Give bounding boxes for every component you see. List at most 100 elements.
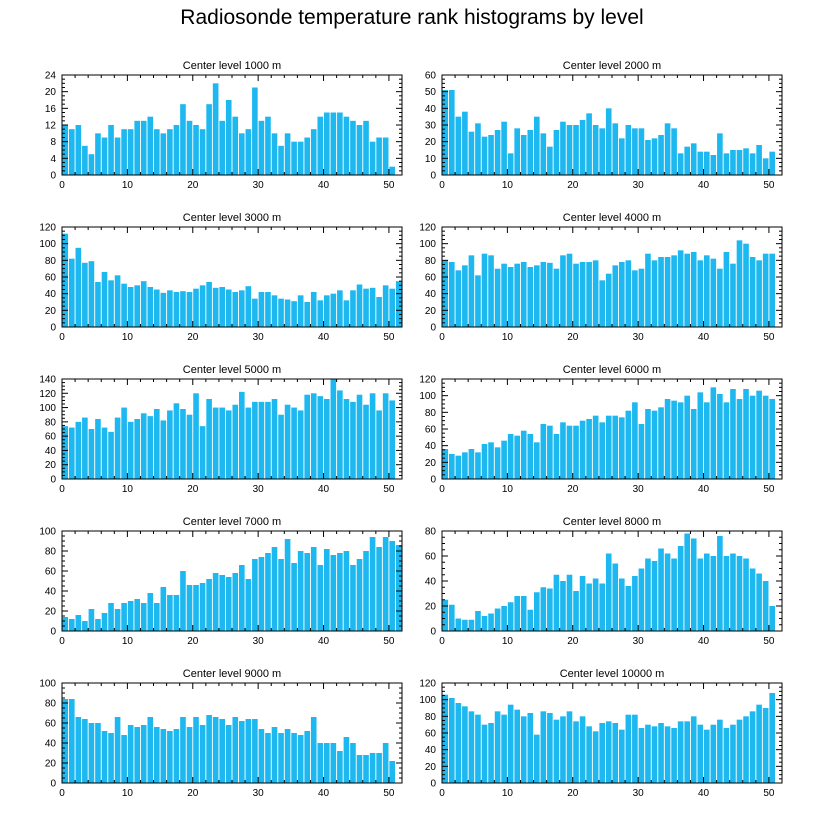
bar (488, 723, 494, 783)
bar (62, 699, 69, 783)
x-tick-label: 40 (318, 788, 330, 799)
bar (167, 595, 173, 631)
bar (252, 719, 258, 783)
bar (225, 725, 232, 783)
bar (212, 287, 219, 327)
bar (310, 129, 317, 175)
bar (651, 260, 658, 327)
y-tick-label: 40 (425, 745, 437, 756)
y-tick-label: 80 (45, 547, 57, 558)
bar (540, 133, 547, 175)
bar (376, 137, 382, 175)
y-tick-label: 60 (45, 432, 57, 443)
x-tick-label: 50 (383, 484, 395, 495)
x-tick-label: 50 (383, 332, 395, 343)
bar (193, 585, 199, 631)
bar (258, 120, 265, 175)
bar (232, 292, 239, 327)
bar (514, 128, 520, 175)
bar (579, 716, 586, 783)
bar (449, 604, 455, 631)
bar (645, 140, 651, 175)
bar (762, 158, 769, 175)
bar (369, 393, 376, 479)
bar (697, 260, 704, 327)
bar (108, 431, 114, 479)
bar (343, 737, 350, 783)
bar (180, 104, 186, 175)
bar (154, 727, 160, 783)
bar (356, 394, 363, 479)
bar (62, 617, 69, 631)
bar (310, 292, 317, 327)
bar (245, 129, 252, 175)
bar (271, 295, 278, 327)
bar (317, 116, 324, 175)
x-tick-label: 50 (763, 636, 775, 647)
x-tick-label: 30 (253, 788, 265, 799)
x-tick-label: 50 (383, 180, 395, 191)
y-tick-label: 20 (45, 87, 57, 98)
bar (206, 104, 212, 175)
bar (605, 273, 612, 327)
bar (671, 400, 677, 479)
bar (599, 583, 605, 631)
x-tick-label: 0 (59, 484, 65, 495)
y-tick-label: 60 (45, 273, 57, 284)
bar (684, 533, 690, 631)
bar (199, 583, 206, 631)
x-tick-label: 0 (59, 180, 65, 191)
x-tick-label: 50 (763, 788, 775, 799)
bar (324, 295, 330, 327)
x-tick-label: 0 (439, 636, 445, 647)
bar (389, 761, 395, 783)
bar (488, 442, 494, 479)
bar (101, 272, 108, 327)
bar (507, 153, 514, 175)
y-tick-label: 120 (419, 223, 436, 234)
bar (684, 146, 690, 175)
bar (749, 395, 756, 479)
bar (664, 399, 671, 479)
bar (677, 546, 684, 631)
x-tick-label: 20 (567, 484, 579, 495)
bar (389, 288, 395, 327)
bar (619, 578, 625, 631)
bar (455, 116, 462, 175)
bar (88, 723, 95, 783)
bar (690, 716, 697, 783)
bar (356, 284, 363, 327)
y-tick-label: 0 (430, 171, 436, 182)
y-tick-label: 20 (425, 458, 437, 469)
bar (284, 299, 291, 327)
bar (449, 454, 455, 479)
bar (232, 717, 239, 783)
bar (527, 130, 534, 175)
bar (560, 121, 566, 175)
bar (297, 735, 304, 783)
bar (723, 556, 730, 631)
bar (291, 141, 297, 175)
bar (462, 452, 468, 479)
bar (258, 557, 265, 631)
bar (101, 427, 108, 479)
bar (462, 111, 468, 175)
bar (749, 568, 756, 631)
bar (350, 120, 356, 175)
x-tick-label: 30 (253, 636, 265, 647)
y-tick-label: 60 (425, 273, 437, 284)
bar (121, 283, 127, 327)
bar (291, 733, 297, 783)
bar (671, 728, 677, 783)
bar (442, 449, 449, 479)
bar (389, 166, 395, 175)
bar (756, 704, 762, 783)
bar (382, 285, 389, 327)
bar (449, 90, 455, 175)
bar (101, 731, 108, 783)
bar (697, 724, 704, 783)
bar (363, 404, 369, 479)
bar (592, 731, 599, 783)
bar (225, 410, 232, 479)
bar (69, 699, 75, 783)
